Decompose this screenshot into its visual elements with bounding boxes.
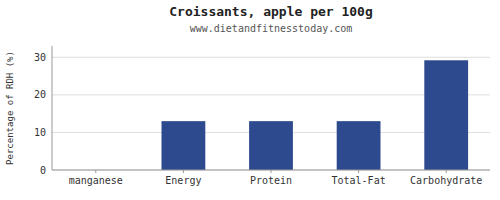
bar — [424, 60, 468, 170]
y-axis-label: Percentage of RDH (%) — [5, 51, 15, 165]
bar — [162, 121, 206, 170]
x-tick — [446, 170, 447, 173]
subtitle: www.dietandfitnesstoday.com — [190, 23, 353, 34]
x-tick — [95, 170, 96, 173]
x-tick — [271, 170, 272, 173]
grid — [52, 57, 490, 170]
chart-container: Croissants, apple per 100g www.dietandfit… — [0, 0, 500, 200]
title: Croissants, apple per 100g — [169, 4, 373, 19]
y-tick-label: 20 — [34, 89, 46, 100]
y-tick-label: 0 — [40, 165, 46, 176]
bar — [337, 121, 381, 170]
x-tick-label: Protein — [250, 175, 292, 186]
x-tick — [183, 170, 184, 173]
x-tick-label: Total-Fat — [332, 175, 386, 186]
x-tick-label: manganese — [69, 175, 123, 186]
y-tick-label: 30 — [34, 52, 46, 63]
x-tick-label: Carbohydrate — [410, 175, 482, 186]
grid-line — [52, 57, 490, 58]
bars — [162, 60, 469, 170]
y-axis — [52, 46, 53, 170]
x-tick-label: Energy — [165, 175, 201, 186]
y-tick-label: 10 — [34, 127, 46, 138]
chart: Croissants, apple per 100g www.dietandfit… — [0, 0, 500, 200]
x-tick — [358, 170, 359, 173]
bar — [249, 121, 293, 170]
